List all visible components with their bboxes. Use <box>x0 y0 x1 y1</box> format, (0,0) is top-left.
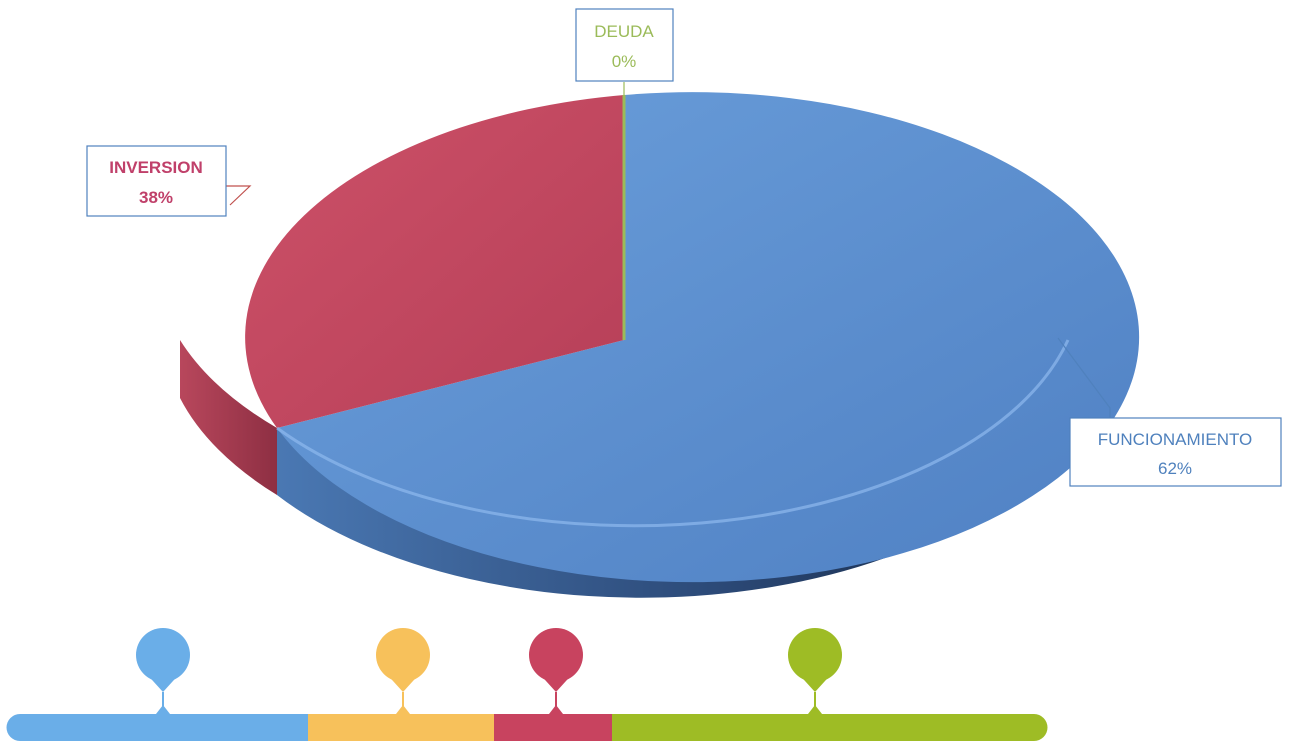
data-label-funcionamiento-name: FUNCIONAMIENTO <box>1098 430 1253 449</box>
data-label-funcionamiento-value: 62% <box>1158 459 1192 478</box>
timeline-bar-segment-1 <box>6 714 309 741</box>
pie-top <box>245 92 1140 583</box>
map-pin-icon <box>788 628 842 714</box>
map-pin-icon <box>376 628 430 714</box>
leader-line-inversion <box>226 185 252 206</box>
slice-highlight <box>276 339 1070 528</box>
timeline-bar-segment-4 <box>612 714 1048 741</box>
timeline-decoration <box>6 628 1048 741</box>
data-label-box-deuda <box>575 8 674 82</box>
leader-lines <box>226 82 1111 418</box>
map-pin-icon <box>529 628 583 714</box>
data-label-box-funcionamiento <box>1069 417 1282 487</box>
data-label-deuda-value: 0% <box>612 52 637 71</box>
slice-side-inversion <box>180 340 277 495</box>
data-label-box-inversion <box>86 145 227 217</box>
map-pin-icon <box>136 628 190 714</box>
data-label-inversion-name: INVERSION <box>109 158 203 177</box>
leader-line-funcionamiento <box>1057 337 1111 418</box>
data-label-inversion-value: 38% <box>139 188 173 207</box>
timeline-bar-segment-2 <box>308 714 494 741</box>
timeline-bar-segment-3 <box>494 714 612 741</box>
slice-funcionamiento <box>277 92 1140 583</box>
data-label-deuda-name: DEUDA <box>594 22 654 41</box>
slice-inversion <box>245 95 624 428</box>
